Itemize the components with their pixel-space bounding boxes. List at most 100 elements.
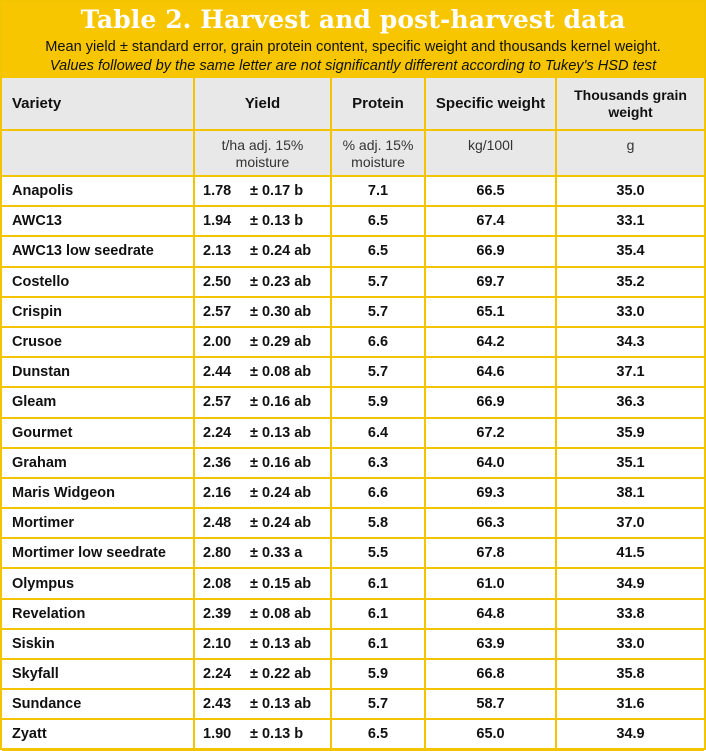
cell-variety: Maris Widgeon: [2, 477, 195, 510]
cell-specific-weight: 66.9: [425, 387, 558, 419]
cell-specific-weight: 58.7: [425, 689, 558, 721]
cell-yield: 2.08: [194, 568, 246, 600]
cell-yield-error: ± 0.16 ab: [246, 447, 333, 479]
table-row: Costello 2.50 ± 0.23 ab 5.7 69.7 35.2: [2, 266, 705, 298]
cell-protein: 5.9: [331, 387, 427, 419]
cell-tgw: 34.9: [556, 568, 705, 600]
column-header-protein: Protein: [331, 78, 427, 131]
cell-specific-weight: 67.2: [425, 417, 558, 449]
cell-protein: 5.7: [331, 689, 427, 721]
cell-specific-weight: 65.0: [425, 719, 558, 751]
units-cell-specific-weight: kg/100l: [425, 130, 558, 177]
cell-yield: 2.36: [194, 447, 246, 479]
cell-yield: 1.78: [194, 176, 246, 208]
cell-yield: 2.24: [194, 659, 246, 691]
cell-variety: Crusoe: [2, 326, 195, 359]
cell-protein: 6.1: [331, 628, 427, 661]
cell-variety: Anapolis: [2, 176, 195, 208]
cell-yield: 2.57: [194, 387, 246, 419]
cell-tgw: 35.9: [556, 417, 705, 449]
table-row: Anapolis 1.78 ± 0.17 b 7.1 66.5 35.0: [2, 176, 705, 208]
table-row: Mortimer low seedrate 2.80 ± 0.33 a 5.5 67.8…: [2, 538, 705, 570]
cell-yield-error: ± 0.13 b: [246, 206, 333, 238]
cell-tgw: 35.1: [556, 447, 705, 479]
column-header-variety: Variety: [2, 78, 195, 131]
table-row: Zyatt 1.90 ± 0.13 b 6.5 65.0 34.9: [2, 719, 705, 751]
cell-tgw: 38.1: [556, 477, 705, 510]
units-row: t/ha adj. 15% moisture % adj. 15% moistu…: [2, 130, 705, 177]
table-row: Maris Widgeon 2.16 ± 0.24 ab 6.6 69.3 38.1: [2, 477, 705, 510]
cell-protein: 5.5: [331, 538, 427, 570]
cell-specific-weight: 61.0: [425, 568, 558, 600]
cell-protein: 6.6: [331, 477, 427, 510]
cell-yield: 1.94: [194, 206, 246, 238]
cell-yield-error: ± 0.30 ab: [246, 296, 333, 328]
cell-yield-error: ± 0.13 b: [246, 719, 333, 751]
cell-yield-error: ± 0.13 ab: [246, 417, 333, 449]
cell-yield: 2.13: [194, 236, 246, 268]
cell-protein: 6.5: [331, 206, 427, 238]
cell-variety: Skyfall: [2, 659, 195, 691]
cell-yield: 2.24: [194, 417, 246, 449]
cell-specific-weight: 63.9: [425, 628, 558, 661]
harvest-table: Variety Yield Protein Specific weight Th…: [2, 78, 705, 751]
table-row: AWC13 low seedrate 2.13 ± 0.24 ab 6.5 66.9 35…: [2, 236, 705, 268]
table-row: Mortimer 2.48 ± 0.24 ab 5.8 66.3 37.0: [2, 508, 705, 540]
cell-variety: Gourmet: [2, 417, 195, 449]
cell-specific-weight: 65.1: [425, 296, 558, 328]
column-header-yield: Yield: [194, 78, 333, 131]
cell-yield-error: ± 0.13 ab: [246, 628, 333, 661]
cell-protein: 6.1: [331, 568, 427, 600]
cell-yield: 2.43: [194, 689, 246, 721]
cell-yield: 1.90: [194, 719, 246, 751]
cell-variety: Costello: [2, 266, 195, 298]
cell-specific-weight: 64.2: [425, 326, 558, 359]
cell-yield: 2.57: [194, 296, 246, 328]
cell-specific-weight: 64.0: [425, 447, 558, 479]
cell-protein: 6.3: [331, 447, 427, 479]
units-cell-protein: % adj. 15% moisture: [331, 130, 427, 177]
table-subtitle: Mean yield ± standard error, grain prote…: [45, 39, 661, 55]
table-row: AWC13 1.94 ± 0.13 b 6.5 67.4 33.1: [2, 206, 705, 238]
cell-yield: 2.10: [194, 628, 246, 661]
table-banner: Table 2. Harvest and post-harvest data M…: [2, 2, 704, 78]
cell-specific-weight: 67.8: [425, 538, 558, 570]
cell-tgw: 33.0: [556, 296, 705, 328]
table-note: Values followed by the same letter are n…: [49, 58, 657, 74]
cell-tgw: 41.5: [556, 538, 705, 570]
cell-yield-error: ± 0.24 ab: [246, 508, 333, 540]
cell-specific-weight: 67.4: [425, 206, 558, 238]
cell-protein: 5.9: [331, 659, 427, 691]
cell-yield: 2.48: [194, 508, 246, 540]
cell-variety: Crispin: [2, 296, 195, 328]
cell-yield-error: ± 0.13 ab: [246, 689, 333, 721]
cell-specific-weight: 64.8: [425, 598, 558, 630]
cell-tgw: 37.1: [556, 357, 705, 389]
cell-variety: AWC13: [2, 206, 195, 238]
cell-specific-weight: 66.9: [425, 236, 558, 268]
table-row: Gleam 2.57 ± 0.16 ab 5.9 66.9 36.3: [2, 387, 705, 419]
cell-yield-error: ± 0.24 ab: [246, 477, 333, 510]
cell-yield-error: ± 0.08 ab: [246, 357, 333, 389]
cell-variety: Mortimer: [2, 508, 195, 540]
cell-variety: Dunstan: [2, 357, 195, 389]
cell-tgw: 34.9: [556, 719, 705, 751]
cell-yield: 2.39: [194, 598, 246, 630]
cell-specific-weight: 69.3: [425, 477, 558, 510]
table-title: Table 2. Harvest and post-harvest data: [80, 5, 626, 34]
cell-tgw: 33.0: [556, 628, 705, 661]
cell-protein: 5.7: [331, 296, 427, 328]
cell-yield: 2.00: [194, 326, 246, 359]
cell-tgw: 35.4: [556, 236, 705, 268]
table-row: Skyfall 2.24 ± 0.22 ab 5.9 66.8 35.8: [2, 659, 705, 691]
cell-protein: 6.4: [331, 417, 427, 449]
table-row: Dunstan 2.44 ± 0.08 ab 5.7 64.6 37.1: [2, 357, 705, 389]
cell-protein: 6.5: [331, 719, 427, 751]
units-cell-variety: [2, 130, 195, 177]
cell-protein: 6.6: [331, 326, 427, 359]
cell-variety: Zyatt: [2, 719, 195, 751]
cell-protein: 6.5: [331, 236, 427, 268]
table-row: Sundance 2.43 ± 0.13 ab 5.7 58.7 31.6: [2, 689, 705, 721]
column-header-tgw: Thousands grain weight: [556, 78, 705, 131]
